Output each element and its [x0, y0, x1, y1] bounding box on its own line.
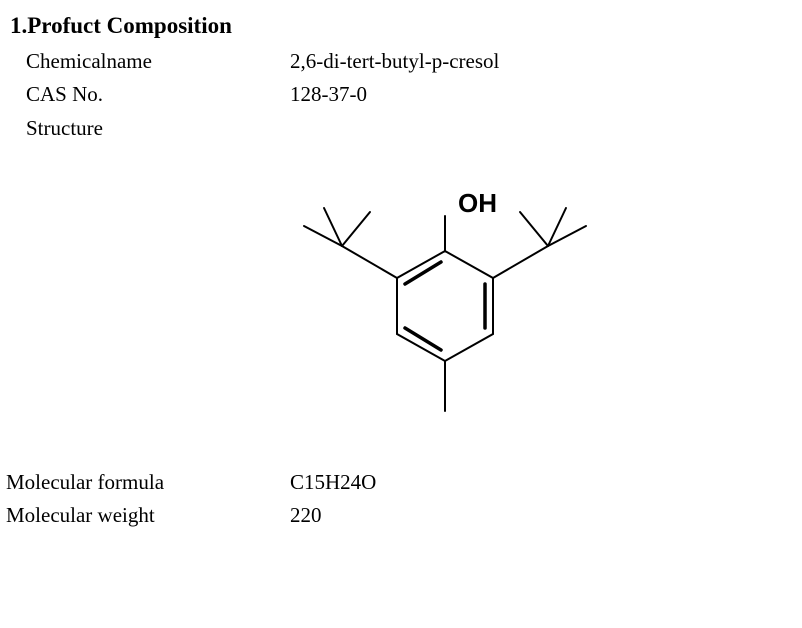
structure-diagram-block: OH [0, 146, 802, 466]
label-formula: Molecular formula [0, 466, 290, 500]
section-heading: 1.Profuct Composition [0, 8, 802, 45]
label-structure: Structure [0, 112, 290, 146]
row-cas: CAS No. 128-37-0 [0, 78, 802, 112]
document-page: 1.Profuct Composition Chemicalname 2,6-d… [0, 0, 802, 533]
value-formula: C15H24O [290, 466, 802, 500]
row-weight: Molecular weight 220 [0, 499, 802, 533]
value-cas: 128-37-0 [290, 78, 802, 112]
label-cas: CAS No. [0, 78, 290, 112]
value-weight: 220 [290, 499, 802, 533]
label-weight: Molecular weight [0, 499, 290, 533]
row-chemicalname: Chemicalname 2,6-di-tert-butyl-p-cresol [0, 45, 802, 79]
molecule-icon: OH [280, 156, 610, 456]
value-chemicalname: 2,6-di-tert-butyl-p-cresol [290, 45, 802, 79]
oh-label: OH [458, 188, 497, 218]
label-chemicalname: Chemicalname [0, 45, 290, 79]
value-structure-empty [290, 112, 802, 146]
row-formula: Molecular formula C15H24O [0, 466, 802, 500]
row-structure: Structure [0, 112, 802, 146]
